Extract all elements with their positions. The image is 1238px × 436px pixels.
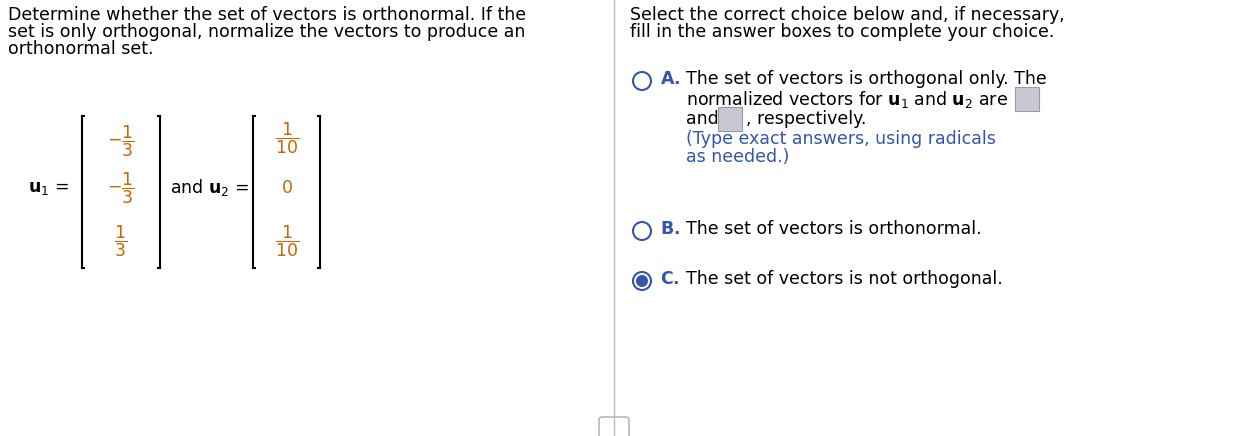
Text: normalized vectors for $\mathbf{u}_1$ and $\mathbf{u}_2$ are: normalized vectors for $\mathbf{u}_1$ an…	[686, 89, 1008, 109]
Text: and $\mathbf{u}_2$ =: and $\mathbf{u}_2$ =	[170, 177, 249, 198]
Text: $0$: $0$	[281, 179, 293, 197]
Text: $\dfrac{1}{3}$: $\dfrac{1}{3}$	[114, 223, 128, 259]
Text: , respectively.: , respectively.	[747, 110, 867, 128]
FancyBboxPatch shape	[1015, 87, 1039, 111]
Text: The set of vectors is not orthogonal.: The set of vectors is not orthogonal.	[686, 270, 1003, 288]
FancyBboxPatch shape	[718, 107, 742, 131]
Text: The set of vectors is orthogonal only. The: The set of vectors is orthogonal only. T…	[686, 70, 1047, 88]
Text: Select the correct choice below and, if necessary,: Select the correct choice below and, if …	[630, 6, 1065, 24]
Text: $\mathbf{u}_1$ =: $\mathbf{u}_1$ =	[28, 179, 69, 197]
FancyBboxPatch shape	[599, 417, 629, 436]
Text: $\mathbf{B.}$: $\mathbf{B.}$	[660, 220, 680, 238]
Circle shape	[636, 275, 647, 287]
Text: $\mathbf{A.}$: $\mathbf{A.}$	[660, 70, 680, 88]
Text: $\dfrac{1}{10}$: $\dfrac{1}{10}$	[275, 223, 300, 259]
Text: and: and	[686, 110, 719, 128]
Text: $-\dfrac{1}{3}$: $-\dfrac{1}{3}$	[108, 170, 135, 206]
Text: $-\dfrac{1}{3}$: $-\dfrac{1}{3}$	[108, 123, 135, 159]
Text: fill in the answer boxes to complete your choice.: fill in the answer boxes to complete you…	[630, 23, 1055, 41]
Text: $\mathbf{C.}$: $\mathbf{C.}$	[660, 270, 680, 288]
Text: Determine whether the set of vectors is orthonormal. If the: Determine whether the set of vectors is …	[7, 6, 526, 24]
Text: The set of vectors is orthonormal.: The set of vectors is orthonormal.	[686, 220, 982, 238]
Text: set is only orthogonal, normalize the vectors to produce an: set is only orthogonal, normalize the ve…	[7, 23, 525, 41]
Text: as needed.): as needed.)	[686, 148, 790, 166]
Text: $\dfrac{1}{10}$: $\dfrac{1}{10}$	[275, 120, 300, 156]
Text: (Type exact answers, using radicals: (Type exact answers, using radicals	[686, 130, 995, 148]
Text: orthonormal set.: orthonormal set.	[7, 40, 154, 58]
